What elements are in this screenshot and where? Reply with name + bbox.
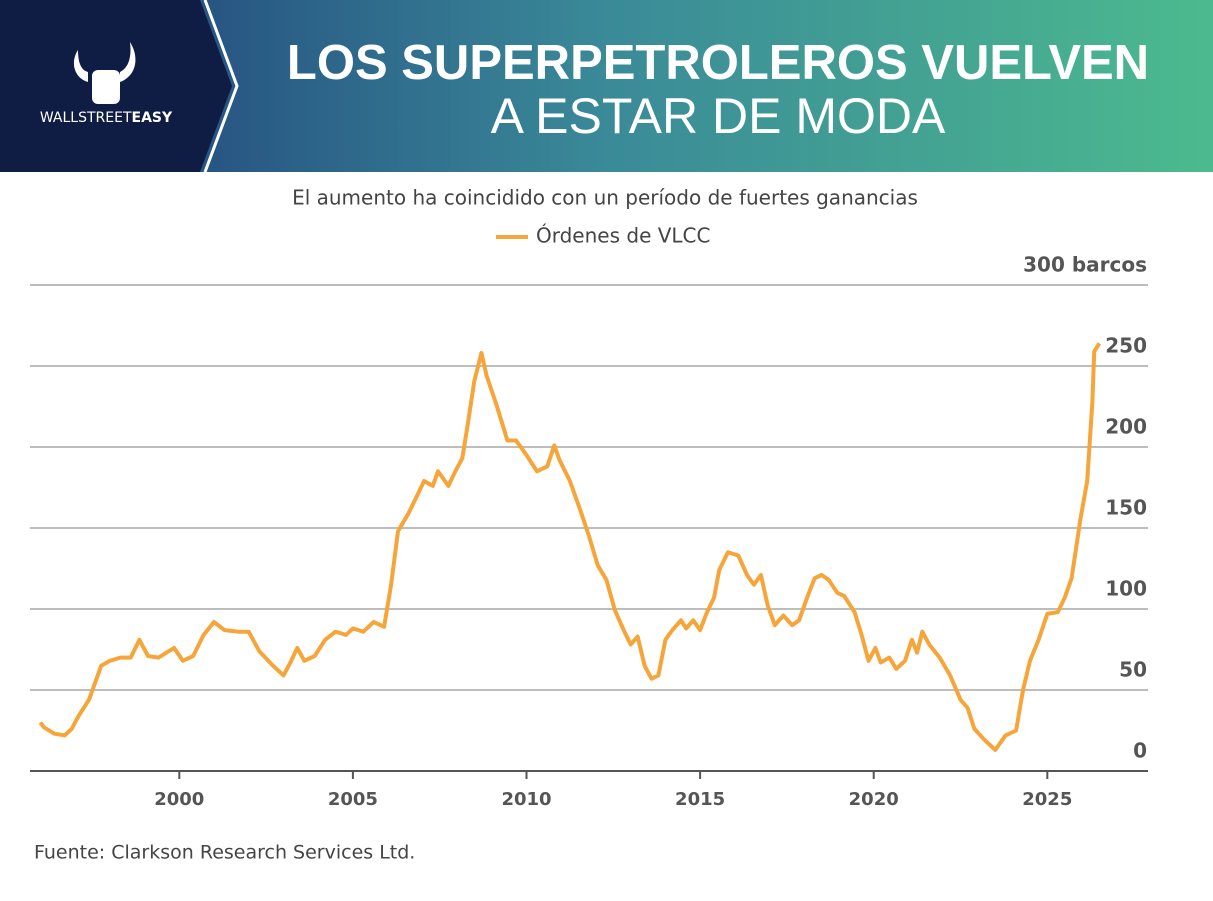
y-tick-label: 0	[1133, 739, 1147, 763]
y-tick-label: 200	[1105, 415, 1147, 439]
subtitle: El aumento ha coincidido con un período …	[292, 186, 918, 210]
y-tick-label: 300 barcos	[1023, 253, 1147, 277]
title-line2: A ESTAR DE MODA	[491, 88, 946, 144]
chevron	[203, 0, 239, 173]
x-tick-label: 2005	[328, 789, 378, 810]
data-line	[38, 342, 1102, 752]
source: Fuente: Clarkson Research Services Ltd.	[34, 842, 415, 864]
logo-icon	[73, 42, 136, 104]
brand-a: WALLSTREET	[40, 110, 132, 126]
y-tick-label: 250	[1105, 334, 1147, 358]
x-tick-label: 2025	[1022, 789, 1072, 810]
brand-b: EASY	[132, 110, 173, 126]
x-tick-label: 2010	[501, 789, 551, 810]
x-tick-label: 2015	[675, 789, 725, 810]
brand: WALLSTREETEASY	[40, 110, 173, 126]
x-tick-label: 2020	[849, 789, 899, 810]
y-tick-label: 50	[1119, 658, 1147, 682]
legend-label: Órdenes de VLCC	[536, 224, 710, 248]
x-tick-label: 2000	[154, 789, 204, 810]
title-line1: LOS SUPERPETROLEROS VUELVEN	[287, 36, 1149, 90]
y-tick-label: 100	[1105, 577, 1147, 601]
y-tick-label: 150	[1105, 496, 1147, 520]
